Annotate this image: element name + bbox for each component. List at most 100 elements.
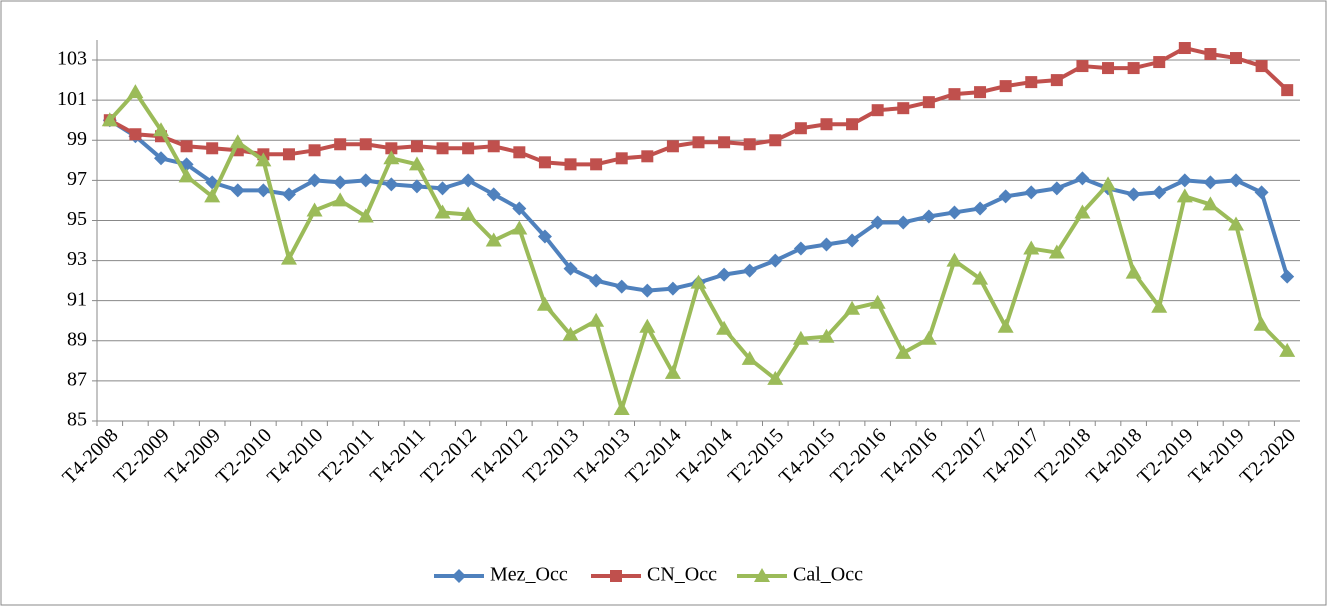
marker <box>255 152 272 167</box>
marker <box>229 134 246 149</box>
marker <box>564 158 577 171</box>
legend-label: CN_Occ <box>647 564 717 586</box>
marker <box>665 281 680 296</box>
marker <box>538 156 551 169</box>
marker <box>844 300 861 315</box>
marker <box>818 328 835 343</box>
marker <box>486 187 501 202</box>
marker <box>614 279 629 294</box>
marker <box>333 175 348 190</box>
marker <box>948 88 961 101</box>
legend-label: Cal_Occ <box>793 564 863 586</box>
marker <box>562 326 579 341</box>
marker <box>408 156 425 171</box>
y-tick-label: 95 <box>67 208 87 230</box>
marker <box>1176 188 1193 203</box>
marker <box>357 208 374 223</box>
marker <box>511 220 528 235</box>
marker <box>1050 74 1063 87</box>
marker <box>434 204 451 219</box>
marker <box>718 136 731 149</box>
marker <box>563 261 578 276</box>
marker <box>742 263 757 278</box>
marker <box>1228 216 1245 231</box>
marker <box>743 138 756 151</box>
marker <box>409 179 424 194</box>
marker <box>1152 185 1167 200</box>
y-tick-label: 99 <box>67 128 87 150</box>
marker <box>690 274 707 289</box>
marker <box>895 344 912 359</box>
y-tick-label: 87 <box>67 368 87 390</box>
marker <box>1127 62 1140 75</box>
marker <box>487 140 500 153</box>
marker <box>485 232 502 247</box>
marker <box>256 183 271 198</box>
marker <box>1125 264 1142 279</box>
marker <box>999 80 1012 93</box>
marker <box>846 118 859 131</box>
marker <box>230 183 245 198</box>
marker <box>639 318 656 333</box>
legend-label: Mez_Occ <box>490 564 568 586</box>
marker <box>741 350 758 365</box>
marker <box>332 192 349 207</box>
marker <box>281 187 296 202</box>
marker <box>716 320 733 335</box>
marker <box>820 118 833 131</box>
marker <box>1279 342 1296 357</box>
marker <box>280 250 297 265</box>
marker <box>307 173 322 188</box>
marker <box>640 283 655 298</box>
marker <box>615 152 628 165</box>
marker <box>767 370 784 385</box>
marker <box>870 215 885 230</box>
marker <box>178 168 195 183</box>
marker <box>589 273 604 288</box>
marker <box>819 237 834 252</box>
marker <box>590 158 603 171</box>
y-tick-label: 89 <box>67 328 87 350</box>
marker <box>1203 175 1218 190</box>
marker <box>1076 60 1089 73</box>
marker <box>1280 269 1295 284</box>
marker <box>845 233 860 248</box>
marker <box>641 150 654 163</box>
marker <box>664 364 681 379</box>
marker <box>1281 84 1294 97</box>
marker <box>206 142 219 155</box>
marker <box>1202 196 1219 211</box>
marker <box>871 104 884 117</box>
marker <box>1254 185 1269 200</box>
marker <box>1204 48 1217 61</box>
marker <box>460 206 477 221</box>
marker <box>282 148 295 161</box>
marker <box>972 270 989 285</box>
marker <box>922 96 935 109</box>
marker <box>588 312 605 327</box>
marker <box>768 253 783 268</box>
marker <box>921 209 936 224</box>
marker <box>537 229 552 244</box>
marker <box>793 241 808 256</box>
marker <box>1048 244 1065 259</box>
marker <box>1075 171 1090 186</box>
marker <box>717 267 732 282</box>
marker <box>461 173 476 188</box>
marker <box>129 128 142 141</box>
legend-marker <box>610 570 622 582</box>
marker <box>974 86 987 99</box>
marker <box>1024 185 1039 200</box>
marker <box>410 140 423 153</box>
marker <box>1253 316 1270 331</box>
marker <box>513 146 526 159</box>
marker <box>153 151 168 166</box>
marker <box>869 294 886 309</box>
marker <box>308 144 321 157</box>
marker <box>1229 173 1244 188</box>
marker <box>306 202 323 217</box>
marker <box>1023 240 1040 255</box>
marker <box>127 84 144 99</box>
